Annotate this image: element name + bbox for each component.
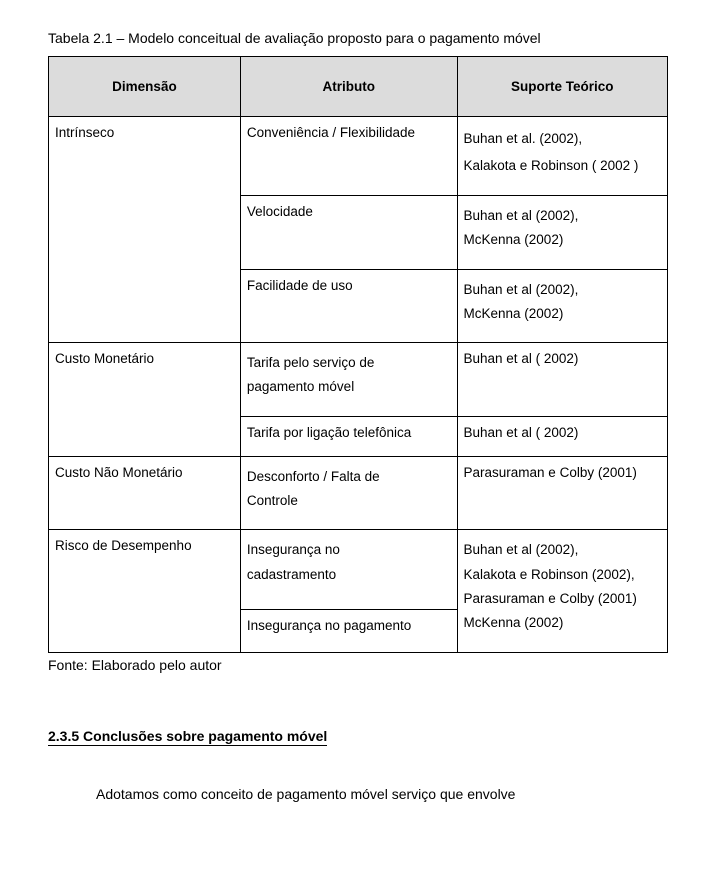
cell-attr: Velocidade [240,196,457,270]
cell-dim-custo-mon: Custo Monetário [49,343,241,457]
attr-line: Desconforto / Falta de [247,465,451,489]
cell-attr: Tarifa por ligação telefônica [240,416,457,456]
model-table: Dimensão Atributo Suporte Teórico Intrín… [48,56,668,653]
table-caption: Tabela 2.1 – Modelo conceitual de avalia… [48,30,668,46]
attr-line: pagamento móvel [247,375,451,399]
header-suporte: Suporte Teórico [457,57,667,117]
table-row: Custo Não Monetário Desconforto / Falta … [49,456,668,530]
section-heading: 2.3.5 Conclusões sobre pagamento móvel [48,728,327,746]
attr-line: cadastramento [247,563,451,587]
table-row: Risco de Desempenho Insegurança no cadas… [49,530,668,609]
cell-attr: Tarifa pelo serviço de pagamento móvel [240,343,457,417]
support-line: Buhan et al (2002), [464,278,661,302]
table-source: Fonte: Elaborado pelo autor [48,657,668,673]
page: Tabela 2.1 – Modelo conceitual de avalia… [0,0,716,891]
table-row: Intrínseco Conveniência / Flexibilidade … [49,117,668,196]
support-line: Buhan et al (2002), [464,538,661,562]
cell-attr: Insegurança no cadastramento [240,530,457,609]
body-paragraph: Adotamos como conceito de pagamento móve… [48,786,668,802]
cell-attr: Facilidade de uso [240,269,457,343]
cell-support: Buhan et al (2002), McKenna (2002) [457,196,667,270]
attr-line: Tarifa pelo serviço de [247,351,451,375]
support-line: McKenna (2002) [464,611,661,635]
attr-line: Controle [247,489,451,513]
support-line: Kalakota e Robinson ( 2002 ) [464,152,661,179]
support-line: Buhan et al. (2002), [464,125,661,152]
cell-support: Buhan et al ( 2002) [457,343,667,417]
cell-attr: Desconforto / Falta de Controle [240,456,457,530]
cell-support: Buhan et al ( 2002) [457,416,667,456]
support-line: McKenna (2002) [464,302,661,326]
table-row: Custo Monetário Tarifa pelo serviço de p… [49,343,668,417]
support-line: Parasuraman e Colby (2001) [464,587,661,611]
header-atributo: Atributo [240,57,457,117]
header-dimensao: Dimensão [49,57,241,117]
cell-attr: Conveniência / Flexibilidade [240,117,457,196]
support-line: Kalakota e Robinson (2002), [464,563,661,587]
attr-line: Insegurança no [247,538,451,562]
support-line: Buhan et al (2002), [464,204,661,228]
cell-support: Buhan et al (2002), Kalakota e Robinson … [457,530,667,652]
table-header-row: Dimensão Atributo Suporte Teórico [49,57,668,117]
cell-dim-intrinseco: Intrínseco [49,117,241,343]
cell-dim-custo-nao: Custo Não Monetário [49,456,241,530]
cell-attr: Insegurança no pagamento [240,609,457,652]
cell-support: Buhan et al (2002), McKenna (2002) [457,269,667,343]
section-heading-wrap: 2.3.5 Conclusões sobre pagamento móvel [48,673,668,746]
cell-support: Buhan et al. (2002), Kalakota e Robinson… [457,117,667,196]
cell-support: Parasuraman e Colby (2001) [457,456,667,530]
support-line: McKenna (2002) [464,228,661,252]
cell-dim-risco: Risco de Desempenho [49,530,241,652]
